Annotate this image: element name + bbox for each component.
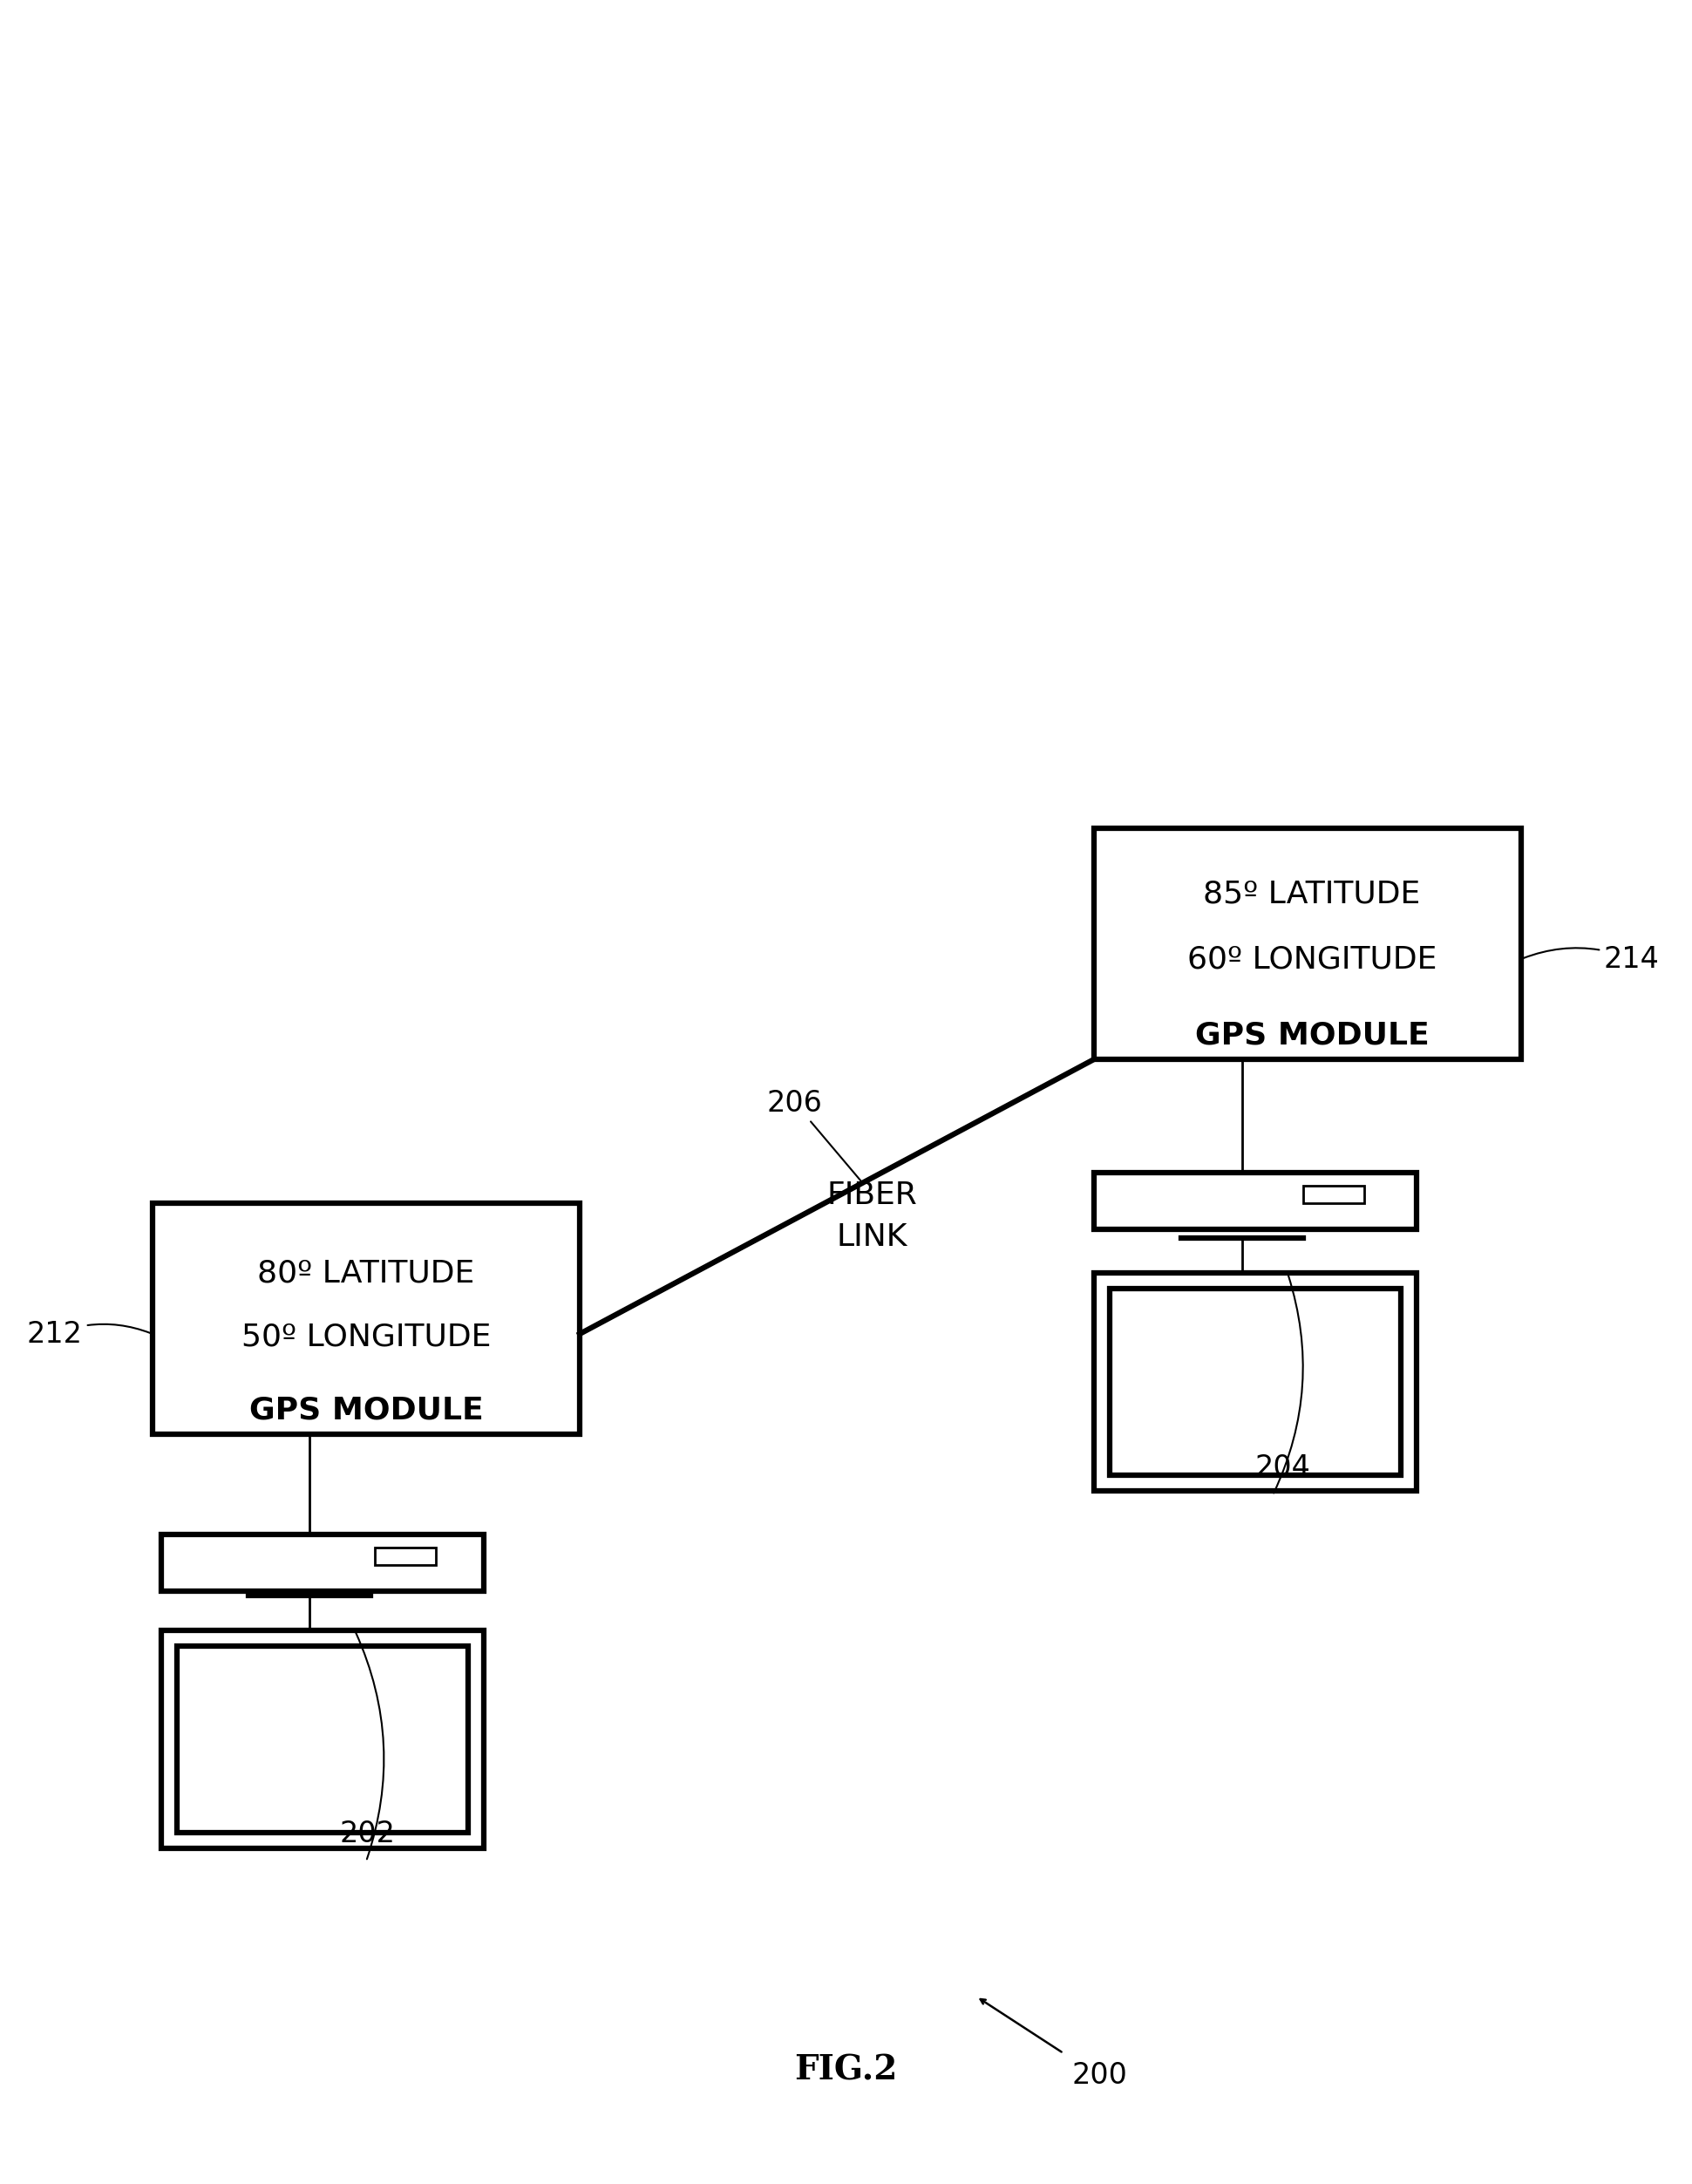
Bar <box>161 1631 484 1848</box>
Bar <box>178 1647 469 1832</box>
Text: FIG.2: FIG.2 <box>795 2055 897 2088</box>
Bar <box>1095 1273 1416 1492</box>
Bar <box>152 1203 580 1435</box>
Text: 204: 204 <box>1255 1452 1311 1483</box>
Text: 80º LATITUDE: 80º LATITUDE <box>257 1258 475 1289</box>
Bar <box>376 1548 437 1566</box>
Text: 206: 206 <box>766 1088 861 1182</box>
Text: 202: 202 <box>340 1819 396 1848</box>
Bar <box>1303 1186 1364 1203</box>
Bar <box>1095 828 1521 1059</box>
Text: GPS MODULE: GPS MODULE <box>249 1396 484 1424</box>
Text: 60º LONGITUDE: 60º LONGITUDE <box>1188 943 1437 974</box>
Bar <box>161 1535 484 1592</box>
Text: 85º LATITUDE: 85º LATITUDE <box>1203 878 1421 909</box>
Text: 212: 212 <box>27 1319 151 1348</box>
Text: GPS MODULE: GPS MODULE <box>1195 1020 1430 1051</box>
Bar <box>1095 1173 1416 1230</box>
Bar <box>1110 1289 1401 1474</box>
Text: 214: 214 <box>1523 946 1660 974</box>
Text: 200: 200 <box>1073 2062 1129 2090</box>
Text: 50º LONGITUDE: 50º LONGITUDE <box>242 1321 491 1352</box>
Text: FIBER
LINK: FIBER LINK <box>826 1182 917 1251</box>
